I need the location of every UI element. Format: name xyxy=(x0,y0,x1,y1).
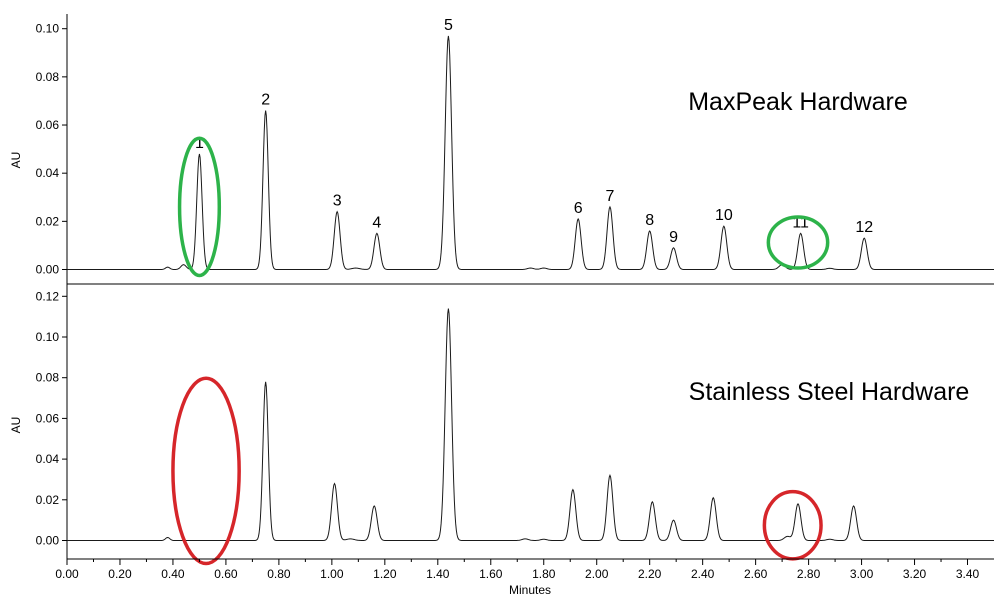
x-tick-label: 1.40 xyxy=(426,567,450,581)
highlight-ellipse-2 xyxy=(766,215,830,270)
peak-label-8: 8 xyxy=(645,212,654,229)
x-tick-label: 2.00 xyxy=(585,567,609,581)
x-tick-label: 0.00 xyxy=(55,567,79,581)
x-tick-label: 0.80 xyxy=(267,567,291,581)
panel-title-stainless: Stainless Steel Hardware xyxy=(689,378,970,406)
y-axis-title-bottom: AU xyxy=(9,417,23,434)
x-tick-label: 2.20 xyxy=(638,567,662,581)
x-tick-label: 0.40 xyxy=(161,567,185,581)
x-axis-title: Minutes xyxy=(509,583,551,597)
x-tick-label: 1.20 xyxy=(373,567,397,581)
peak-label-1: 1 xyxy=(195,135,204,152)
y-tick-label: 0.06 xyxy=(36,411,60,425)
y-tick-label: 0.00 xyxy=(36,534,60,548)
chromatogram-trace xyxy=(67,35,994,270)
y-axis-title-top: AU xyxy=(9,152,23,169)
y-tick-label: 0.06 xyxy=(36,118,60,132)
chromatogram-trace xyxy=(67,308,994,541)
x-tick-label: 1.00 xyxy=(320,567,344,581)
peak-label-4: 4 xyxy=(372,214,381,231)
y-tick-label: 0.04 xyxy=(36,166,60,180)
y-tick-label: 0.02 xyxy=(36,214,60,228)
x-tick-label: 2.60 xyxy=(744,567,768,581)
peak-label-5: 5 xyxy=(444,17,453,34)
highlight-ellipse-1 xyxy=(177,136,222,278)
y-tick-label: 0.08 xyxy=(36,371,60,385)
panel-title-maxpeak: MaxPeak Hardware xyxy=(688,88,908,116)
panel-stainless: Stainless Steel Hardware AU Minutes 0.00… xyxy=(9,284,994,597)
peak-label-3: 3 xyxy=(333,193,342,210)
y-tick-label: 0.12 xyxy=(36,289,60,303)
x-tick-label: 2.80 xyxy=(797,567,821,581)
x-tick-label: 0.20 xyxy=(108,567,132,581)
peak-label-6: 6 xyxy=(574,200,583,217)
y-tick-label: 0.08 xyxy=(36,70,60,84)
panel-maxpeak: MaxPeak Hardware AU 0.00 0.02 0.04 0.06 0.08… xyxy=(9,14,994,284)
x-tick-label: 3.40 xyxy=(956,567,980,581)
y-tick-label: 0.10 xyxy=(36,330,60,344)
peak-label-7: 7 xyxy=(606,188,615,205)
x-tick-label: 0.60 xyxy=(214,567,238,581)
peak-label-2: 2 xyxy=(261,92,270,109)
x-tick-label: 1.80 xyxy=(532,567,556,581)
highlight-ellipse-1 xyxy=(171,376,241,566)
highlight-ellipse-2 xyxy=(762,489,823,561)
peak-label-12: 12 xyxy=(855,219,873,236)
peak-label-9: 9 xyxy=(669,229,678,246)
peak-label-10: 10 xyxy=(715,207,733,224)
x-tick-label: 3.20 xyxy=(903,567,927,581)
y-tick-label: 0.10 xyxy=(36,22,60,36)
y-tick-label: 0.04 xyxy=(36,452,60,466)
y-tick-label: 0.02 xyxy=(36,493,60,507)
y-tick-label: 0.00 xyxy=(36,263,60,277)
x-tick-label: 2.40 xyxy=(691,567,715,581)
x-tick-label: 3.00 xyxy=(850,567,874,581)
x-tick-label: 1.60 xyxy=(479,567,503,581)
